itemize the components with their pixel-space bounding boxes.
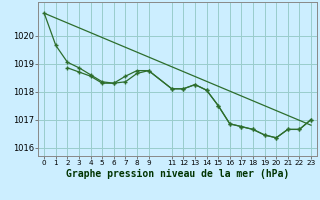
X-axis label: Graphe pression niveau de la mer (hPa): Graphe pression niveau de la mer (hPa) (66, 169, 289, 179)
